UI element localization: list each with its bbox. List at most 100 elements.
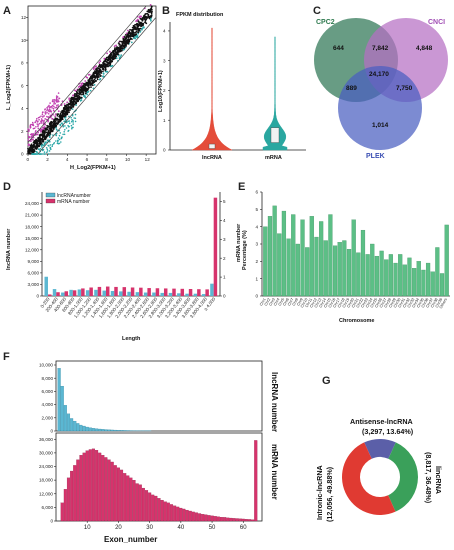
- scatter-point: [74, 93, 76, 95]
- scatter-point: [39, 148, 42, 150]
- scatter-point: [32, 146, 35, 148]
- bar-mrna-exon: [244, 519, 248, 522]
- scatter-point: [89, 81, 91, 83]
- scatter-point: [72, 121, 74, 123]
- scatter-point: [49, 136, 51, 138]
- scatter-point: [50, 130, 52, 133]
- bar-lncrna: [193, 293, 198, 296]
- bar-chromosome: [379, 250, 384, 297]
- y-tick-label: 6,000: [42, 505, 54, 510]
- scatter-point: [92, 74, 95, 77]
- bar-mrna: [122, 287, 127, 296]
- scatter-point: [90, 83, 93, 85]
- x-tick-label: Chr10: [300, 298, 309, 309]
- bar-mrna-exon: [254, 440, 258, 522]
- scatter-point: [118, 48, 121, 51]
- scatter-point: [64, 129, 66, 131]
- plot-frame: [27, 5, 157, 155]
- scatter-point: [34, 121, 36, 124]
- scatter-point: [51, 145, 53, 148]
- scatter-point: [32, 132, 34, 135]
- scatter-point: [84, 92, 87, 95]
- scatter-point: [113, 52, 115, 55]
- y-tick-label: 0: [21, 152, 24, 157]
- scatter-point: [134, 23, 137, 26]
- scatter-point: [96, 67, 98, 70]
- scatter-point: [28, 136, 30, 139]
- scatter-point: [36, 147, 38, 149]
- scatter-point: [51, 100, 54, 103]
- scatter-point: [132, 34, 134, 37]
- scatter-point: [111, 60, 114, 63]
- scatter-point: [31, 149, 34, 152]
- scatter-point: [50, 126, 52, 129]
- scatter-point: [55, 127, 57, 129]
- scatter-point: [71, 108, 74, 110]
- bar-mrna: [105, 286, 110, 296]
- scatter-point: [80, 90, 82, 93]
- y-tick-label: 4,000: [42, 402, 54, 407]
- scatter-point: [89, 89, 92, 92]
- scatter-point: [65, 127, 68, 129]
- scatter-point: [131, 30, 134, 33]
- scatter-point: [136, 23, 139, 26]
- scatter-point: [57, 104, 59, 106]
- scatter-point: [72, 94, 75, 96]
- scatter-point: [128, 35, 131, 37]
- scatter-point: [147, 15, 150, 18]
- scatter-point: [63, 115, 66, 118]
- violin-shapes: [191, 27, 288, 151]
- bar-chromosome: [430, 271, 435, 297]
- scatter-point: [41, 133, 44, 135]
- scatter-point: [112, 58, 115, 61]
- scatter-point: [118, 54, 120, 57]
- scatter-point: [64, 118, 67, 121]
- scatter-point: [58, 129, 61, 132]
- bar-chromosome: [374, 255, 380, 297]
- scatter-point: [68, 126, 70, 128]
- scatter-point: [34, 131, 37, 133]
- scatter-point: [47, 131, 50, 134]
- scatter-point: [27, 133, 29, 136]
- y-tick-label: 30,000: [39, 450, 53, 455]
- scatter-point: [99, 65, 102, 68]
- x-tick-label: 0-200: [39, 296, 50, 309]
- scatter-point: [72, 99, 75, 102]
- bar-mrna-exon: [173, 505, 177, 522]
- axis-ticks: 0 1 2 3 4 5 6: [255, 190, 262, 299]
- scatter-point: [52, 143, 55, 145]
- scatter-point: [114, 51, 116, 53]
- scatter-point: [44, 113, 47, 115]
- scatter-point: [45, 118, 48, 121]
- scatter-point: [59, 117, 62, 120]
- scatter-point: [49, 131, 51, 134]
- x-tick-label: Chr5: [278, 298, 286, 307]
- label-lincrna-value: (8,817, 36.48%): [424, 452, 433, 504]
- bar-mrna-exon: [101, 455, 105, 522]
- bar-chromosome: [393, 262, 398, 297]
- bar-mrna-exon: [63, 489, 67, 522]
- scatter-point: [91, 80, 94, 82]
- y-tick-label: 10: [21, 38, 27, 43]
- bar-mrna-exon: [107, 459, 111, 522]
- y-tick-label: 0: [163, 148, 166, 153]
- top-y-axis-label: lncRNA number: [270, 372, 279, 432]
- bar-mrna: [163, 288, 168, 296]
- scatter-point: [32, 136, 35, 139]
- scatter-point: [69, 109, 71, 111]
- bar-mrna: [64, 291, 69, 296]
- bar-chromosome: [360, 229, 366, 297]
- bar-chromosome: [407, 257, 412, 297]
- x-tick-label: Chr19: [342, 298, 351, 309]
- legend-label-lncrna: lncRNAnumber: [57, 193, 91, 199]
- scatter-point: [83, 95, 86, 97]
- x-tick-label: Chr33: [407, 298, 416, 309]
- scatter-point: [44, 137, 46, 140]
- scatter-point: [95, 79, 97, 82]
- scatter-point: [70, 120, 73, 123]
- scatter-point: [68, 98, 71, 101]
- scatter-point: [65, 113, 67, 116]
- scatter-point: [57, 99, 59, 101]
- scatter-point: [88, 84, 90, 87]
- scatter-point: [102, 63, 105, 66]
